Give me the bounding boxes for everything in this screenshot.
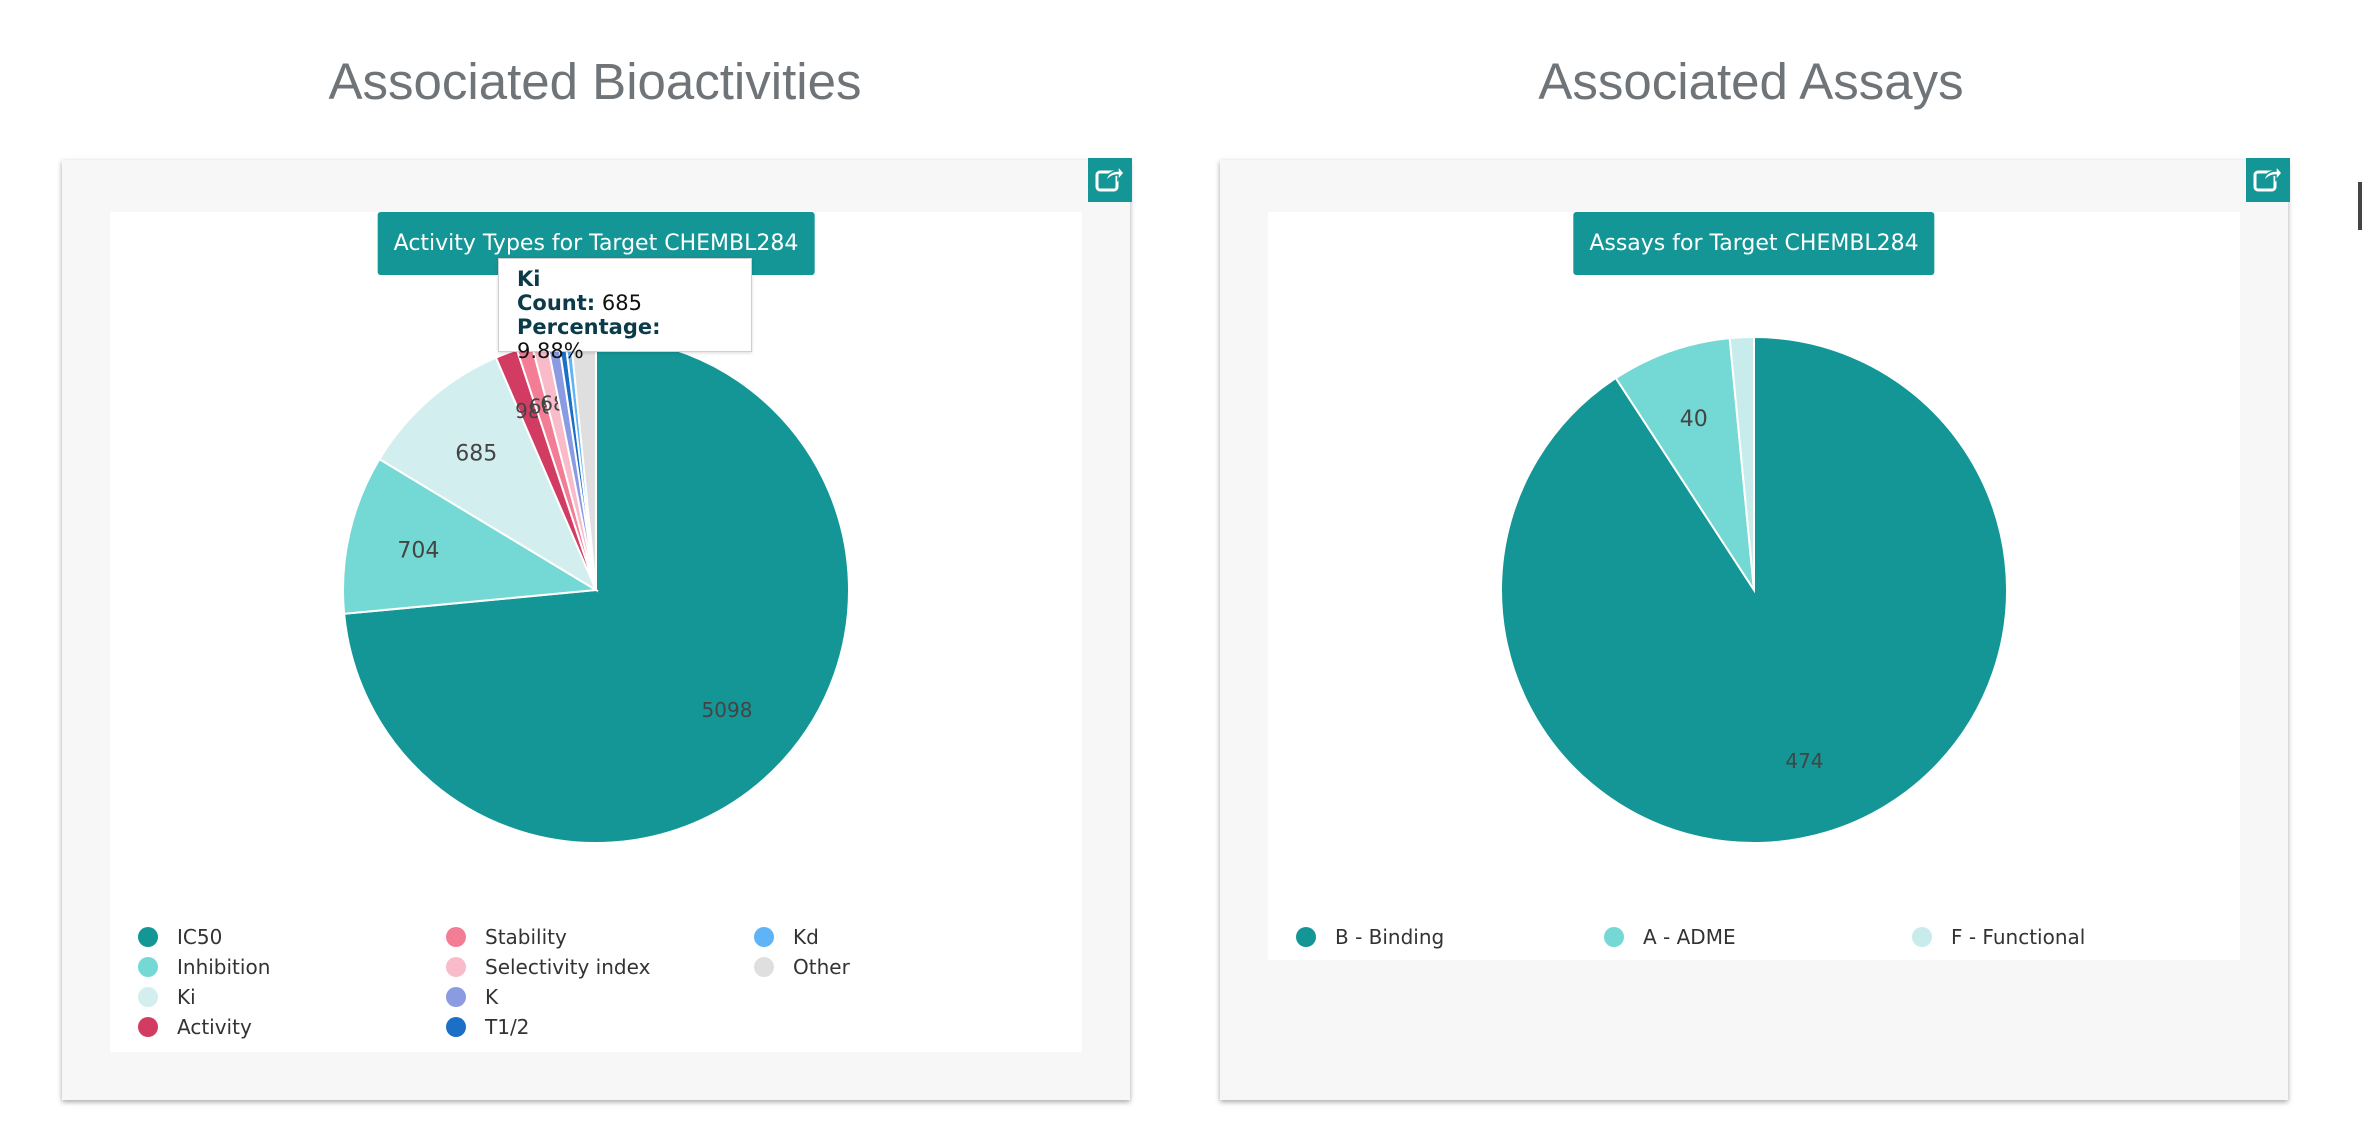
legend-marker: [138, 957, 158, 977]
legend-marker: [138, 927, 158, 947]
legend-item[interactable]: A - ADME: [1604, 922, 1912, 952]
legend-marker: [754, 957, 774, 977]
legend-item[interactable]: Inhibition: [138, 952, 446, 982]
legend-label: Inhibition: [177, 955, 271, 979]
tooltip-percentage-value: 9.88%: [517, 339, 584, 363]
legend-marker: [138, 987, 158, 1007]
legend-label: Kd: [793, 925, 819, 949]
legend-marker: [138, 1017, 158, 1037]
legend-marker: [446, 957, 466, 977]
legend-marker: [1604, 927, 1624, 947]
legend-label: Other: [793, 955, 850, 979]
legend-marker: [1296, 927, 1316, 947]
legend-item[interactable]: Stability: [446, 922, 754, 952]
activity-types-legend: IC50 Inhibition Ki Activity Stability Selecti…: [138, 922, 1072, 1042]
assays-title: Associated Assays: [1538, 53, 1964, 110]
legend-label: K: [485, 985, 499, 1009]
chart-title: Assays for Target CHEMBL284: [1573, 212, 1935, 275]
tooltip-percentage-label: Percentage:: [517, 315, 661, 339]
legend-item[interactable]: K: [446, 982, 754, 1012]
legend-label: Selectivity index: [485, 955, 651, 979]
assays-card: 474 40 Assays for Target CHEMBL284 B - Bi…: [1220, 158, 2290, 1100]
legend-item[interactable]: F - Functional: [1912, 922, 2220, 952]
pie-slice-f-functional[interactable]: [1728, 335, 1755, 591]
pie-slice-ki[interactable]: [378, 356, 599, 593]
tooltip-count-value: 685: [601, 291, 642, 315]
legend-marker: [446, 1017, 466, 1037]
share-button[interactable]: [2246, 158, 2290, 202]
legend-item[interactable]: Other: [754, 952, 1062, 982]
legend-marker: [446, 987, 466, 1007]
share-arrow-icon: [1095, 163, 1125, 197]
legend-item[interactable]: Selectivity index: [446, 952, 754, 982]
legend-label: T1/2: [485, 1015, 530, 1039]
pie-slice-a-adme[interactable]: [1614, 337, 1755, 591]
legend-label: F - Functional: [1951, 925, 2086, 949]
legend-item[interactable]: IC50: [138, 922, 446, 952]
legend-label: IC50: [177, 925, 223, 949]
legend-item[interactable]: Ki: [138, 982, 446, 1012]
assays-pie: 474 40: [1499, 335, 2008, 844]
tooltip-name: Ki: [517, 267, 541, 291]
legend-item[interactable]: B - Binding: [1296, 922, 1604, 952]
assays-chart: 474 40 Assays for Target CHEMBL284 B - Bi…: [1268, 212, 2240, 960]
slice-data-label: 40: [1680, 407, 1708, 432]
legend-item[interactable]: Activity: [138, 1012, 446, 1042]
scroll-edge-marker: [2358, 182, 2362, 230]
slice-data-label: 685: [455, 442, 497, 467]
legend-marker: [446, 927, 466, 947]
pie-tooltip: Ki Count: 685 Percentage: 9.88%: [498, 258, 752, 363]
legend-label: B - Binding: [1335, 925, 1445, 949]
slice-data-label: 5098: [702, 698, 753, 722]
activity-types-chart: 5098 704 685 98 68 68 Activity Types for Targ…: [110, 212, 1082, 1052]
slice-data-label: 474: [1785, 749, 1823, 773]
share-button[interactable]: [1088, 158, 1132, 202]
tooltip-count-label: Count:: [517, 291, 596, 315]
legend-item[interactable]: Kd: [754, 922, 1062, 952]
assays-legend: B - Binding A - ADME F - Functional: [1296, 922, 2230, 952]
legend-marker: [754, 927, 774, 947]
pie-slice-inhibition[interactable]: [342, 457, 600, 615]
legend-marker: [1912, 927, 1932, 947]
slice-data-label: 704: [397, 538, 439, 563]
legend-label: A - ADME: [1643, 925, 1736, 949]
bioactivities-title: Associated Bioactivities: [328, 53, 862, 110]
share-arrow-icon: [2253, 163, 2283, 197]
legend-label: Activity: [177, 1015, 252, 1039]
legend-item[interactable]: T1/2: [446, 1012, 754, 1042]
legend-label: Ki: [177, 985, 196, 1009]
legend-label: Stability: [485, 925, 567, 949]
